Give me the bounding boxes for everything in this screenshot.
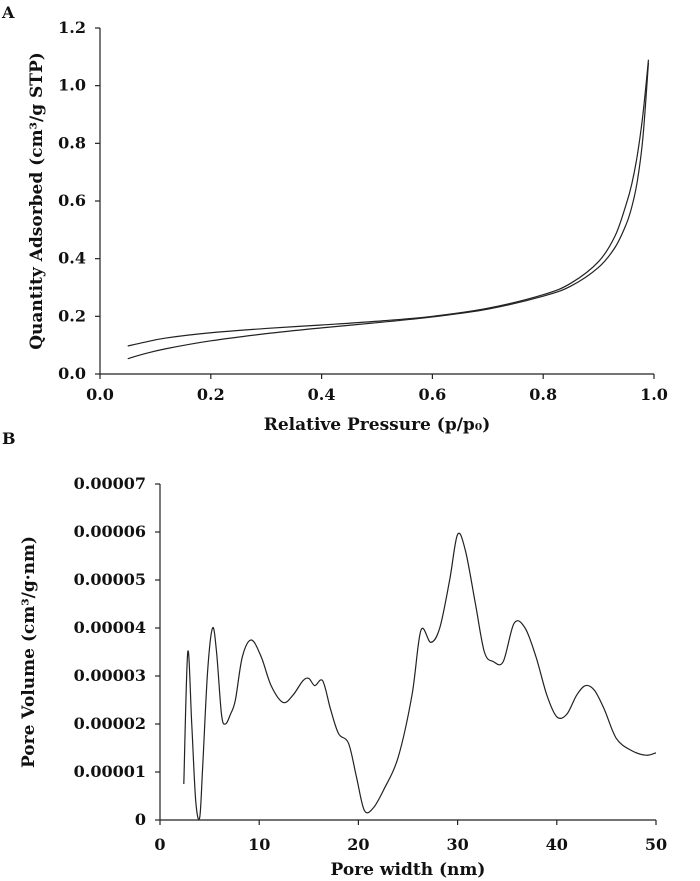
panel-b-x-tick-label: 20 <box>347 835 369 854</box>
panel-a-label: A <box>1 3 15 22</box>
panel-a-y-axis-title: Quantity Adsorbed (cm³/g STP) <box>27 52 47 350</box>
panel-b-plot-area <box>183 532 657 821</box>
panel-b-series-line-1 <box>183 532 657 821</box>
panel-b-y-axis-title: Pore Volume (cm³/g·nm) <box>19 536 39 768</box>
panel-b-x-tick-label: 40 <box>546 835 568 854</box>
panel-b-y-tick-label: 0.00004 <box>74 618 146 637</box>
panel-b-label: B <box>2 429 16 448</box>
panel-a-y-tick-label: 1.0 <box>58 76 86 95</box>
panel-a-y-tick-label: 0.0 <box>58 364 86 383</box>
panel-b-x-axis-title: Pore width (nm) <box>331 860 486 880</box>
panel-b-y-tick-label: 0.00003 <box>74 666 146 685</box>
panel-b-y-tick-label: 0.00001 <box>74 762 146 781</box>
panel-b-y-tick-label: 0.00005 <box>74 570 146 589</box>
panel-a-y-tick-label: 0.2 <box>58 306 86 325</box>
panel-a-x-tick-label: 0.0 <box>86 385 114 404</box>
panel-b-x-tick-label: 30 <box>446 835 468 854</box>
panel-a-y-tick-label: 0.4 <box>58 249 86 268</box>
panel-b-x-tick-label: 10 <box>248 835 270 854</box>
panel-a-x-tick-label: 0.8 <box>529 385 557 404</box>
panel-b: B 0 0.00001 0.00002 0.00003 0.00004 0.00005 0.… <box>2 429 667 880</box>
panel-a-series-line-2 <box>127 59 650 347</box>
panel-a-y-tick-label: 0.6 <box>58 191 86 210</box>
panel-b-x-tick-label: 0 <box>154 835 165 854</box>
panel-b-y-tick-label: 0.00006 <box>74 522 146 541</box>
panel-b-y-tick-label: 0 <box>135 810 146 829</box>
panel-a-y-ticks: 0.0 0.2 0.4 0.6 0.8 1.0 1.2 <box>58 18 100 383</box>
panel-a-x-tick-label: 0.6 <box>418 385 446 404</box>
panel-b-x-tick-label: 50 <box>645 835 667 854</box>
panel-b-x-ticks: 0 10 20 30 40 50 <box>154 820 667 854</box>
panel-a-y-tick-label: 1.2 <box>58 18 86 37</box>
panel-a-series-line-1 <box>127 62 650 360</box>
panel-a-x-ticks: 0.0 0.2 0.4 0.6 0.8 1.0 <box>86 374 668 404</box>
panel-b-y-tick-label: 0.00007 <box>74 474 146 493</box>
panel-a-plot-area <box>127 59 650 360</box>
panel-a-x-tick-label: 0.4 <box>308 385 336 404</box>
panel-a: A 0.0 0.2 0.4 0.6 0.8 1.0 1.2 0.0 0.2 0.4 0.6 0.8 1… <box>1 3 668 435</box>
panel-a-x-axis-title: Relative Pressure (p/p₀) <box>264 415 491 435</box>
panel-b-y-ticks: 0 0.00001 0.00002 0.00003 0.00004 0.00005 0.00… <box>74 474 160 829</box>
panel-a-x-tick-label: 0.2 <box>197 385 225 404</box>
panel-a-x-tick-label: 1.0 <box>640 385 668 404</box>
panel-b-y-tick-label: 0.00002 <box>74 714 146 733</box>
panel-a-y-tick-label: 0.8 <box>58 133 86 152</box>
